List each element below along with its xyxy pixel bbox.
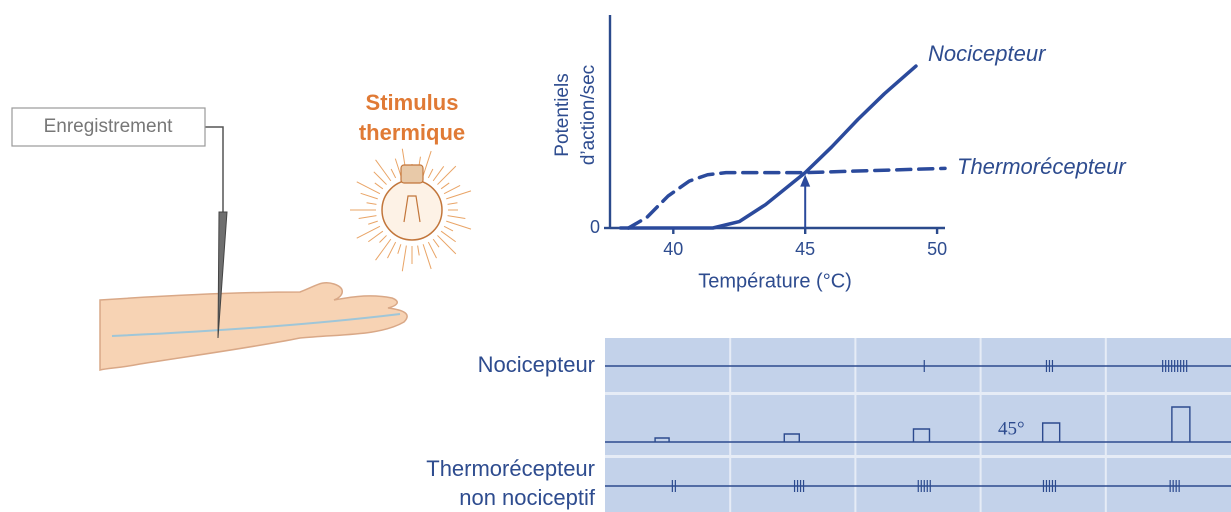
stimulus-label: Stimulus xyxy=(366,90,459,115)
stimulus-pulse xyxy=(654,437,670,442)
stimulus-pulse xyxy=(1041,422,1061,442)
ray xyxy=(417,245,420,256)
graph: Potentiels d’action/sec Température (°C)… xyxy=(552,15,1127,292)
ray xyxy=(447,215,466,219)
ray xyxy=(437,235,457,255)
ray xyxy=(394,158,402,176)
spike-group xyxy=(793,480,805,492)
ray xyxy=(437,165,457,185)
x-axis-label: Température (°C) xyxy=(698,270,852,292)
spike-group xyxy=(1042,480,1057,492)
filament xyxy=(403,195,421,223)
x-tick-label: 45 xyxy=(795,239,815,259)
ray xyxy=(387,241,397,259)
glow xyxy=(350,148,472,272)
stimulus-pulse xyxy=(1171,406,1191,442)
marker-arrowhead xyxy=(800,174,811,187)
ray xyxy=(427,241,437,259)
y-tick-label: 0 xyxy=(590,217,600,237)
ray xyxy=(397,244,402,254)
row-label: Thermorécepteur xyxy=(426,456,595,481)
ray xyxy=(427,168,434,179)
y-axis-label: d’action/sec xyxy=(578,65,599,165)
series-line xyxy=(626,166,947,230)
traces: Nocicepteur Thermorécepteur non nocicept… xyxy=(426,338,1231,512)
recording-box xyxy=(11,107,206,147)
ray xyxy=(358,215,377,219)
ray xyxy=(443,225,454,232)
recording-label: Enregistrement xyxy=(44,116,174,137)
arm-illustration xyxy=(99,281,408,371)
series-label: Nocicepteur xyxy=(928,41,1047,66)
row-label: Nocicepteur xyxy=(478,352,595,377)
ray xyxy=(422,150,432,176)
ray xyxy=(422,244,432,270)
ray xyxy=(356,225,381,239)
ray xyxy=(366,202,377,205)
ray xyxy=(440,230,456,243)
series-label: Thermorécepteur xyxy=(957,154,1127,179)
ray xyxy=(373,171,387,185)
electrode-wire xyxy=(205,126,224,212)
ray xyxy=(432,238,440,248)
ray xyxy=(432,166,445,182)
bulb-base xyxy=(400,164,424,184)
stimulus-pulse xyxy=(912,428,931,442)
electrode: Enregistrement xyxy=(11,107,228,339)
temperature-label: 45° xyxy=(998,418,1025,439)
spike-group xyxy=(671,480,676,492)
spike-group xyxy=(1162,360,1188,372)
stimulus-pulse xyxy=(783,433,800,442)
stimulus: Stimulus thermique xyxy=(350,90,472,272)
spike-group xyxy=(1169,480,1180,492)
arm xyxy=(99,281,408,371)
ray xyxy=(375,238,392,261)
ray xyxy=(368,230,384,243)
needle xyxy=(217,211,228,339)
ray xyxy=(379,235,387,243)
nerve xyxy=(111,313,401,337)
spike-group xyxy=(917,480,931,492)
ray xyxy=(446,190,472,200)
series-line xyxy=(618,64,918,230)
ray xyxy=(356,181,381,195)
ray xyxy=(375,159,392,182)
ray xyxy=(390,168,397,179)
ray xyxy=(360,192,378,200)
ray xyxy=(374,182,384,190)
ray xyxy=(443,185,461,195)
ray xyxy=(447,202,458,205)
stimulus-label: thermique xyxy=(359,120,465,145)
x-tick-label: 40 xyxy=(663,239,683,259)
bulb xyxy=(381,179,443,241)
row-label: non nociceptif xyxy=(459,485,596,510)
ray xyxy=(446,220,472,230)
x-tick-label: 50 xyxy=(927,239,947,259)
ray xyxy=(440,182,450,190)
y-axis-label: Potentiels xyxy=(552,73,573,156)
spike-group xyxy=(1045,360,1054,372)
ray xyxy=(368,220,378,225)
ray xyxy=(401,245,407,272)
